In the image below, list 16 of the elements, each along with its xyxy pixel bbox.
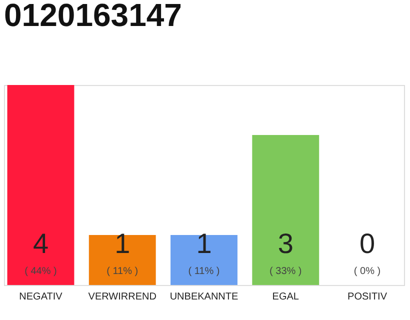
data-label: 1: [114, 228, 130, 259]
annotation: ( 0% ): [354, 266, 381, 277]
x-tick-label: UNBEKANNTE: [170, 292, 238, 302]
x-tick-label: VERWIRREND: [88, 292, 156, 302]
annotation: ( 33% ): [270, 266, 302, 277]
data-label: 4: [32, 228, 49, 259]
data-label: 1: [196, 228, 212, 259]
x-tick-label: POSITIV: [348, 292, 388, 302]
annotation: ( 11% ): [188, 266, 220, 277]
annotation: ( 11% ): [106, 266, 138, 277]
data-label: 3: [278, 228, 294, 259]
x-tick-label: EGAL: [272, 292, 300, 302]
data-label: 0: [359, 228, 376, 259]
chart-title: 0120163147: [4, 0, 182, 33]
x-tick-label: NEGATIV: [19, 292, 63, 302]
annotation: ( 44% ): [24, 266, 57, 277]
